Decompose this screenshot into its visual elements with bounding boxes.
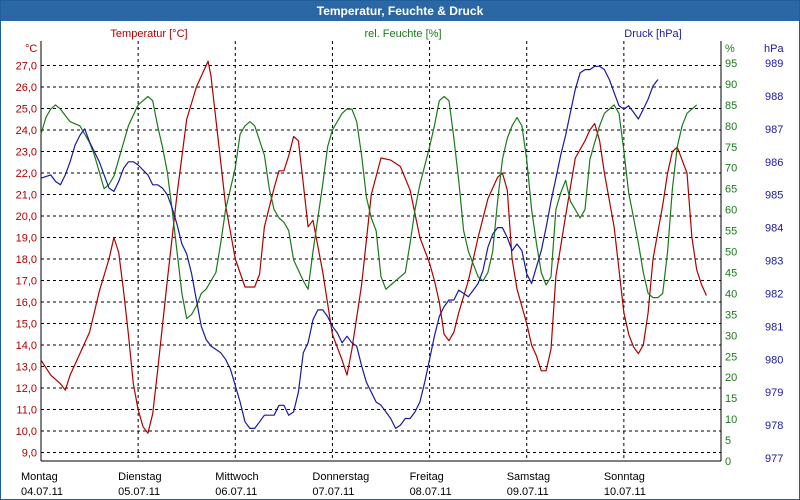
temperature-tick-label: 27,0 [16,61,37,73]
pressure-tick-label: 989 [765,58,783,70]
humidity-tick-label: 75 [725,142,737,154]
temperature-tick-label: 14,0 [16,340,37,352]
temperature-tick-label: 17,0 [16,276,37,288]
temperature-tick-label: 23,0 [16,147,37,159]
pressure-tick-label: 979 [765,387,783,399]
humidity-tick-label: 70 [725,163,737,175]
pressure-tick-label: 984 [765,223,783,235]
grid [41,41,721,461]
temperature-tick-label: 26,0 [16,82,37,94]
pressure-tick-label: 987 [765,124,783,136]
temperature-tick-label: 13,0 [16,362,37,374]
humidity-tick-label: 25 [725,351,737,363]
chart-title: Temperatur, Feuchte & Druck [1,1,799,21]
humidity-tick-label: 95 [725,58,737,70]
humidity-tick-label: 50 [725,247,737,259]
day-name-label: Donnerstag [312,471,369,483]
temperature-tick-labels: 27,0 26,0 25,0 24,0 23,0 22,0 21,0 20,0 19,0 18,0… [16,61,37,460]
temperature-axis-label: Temperatur [°C] [110,28,187,40]
pressure-tick-label: 982 [765,288,783,300]
temperature-series-line [40,60,707,434]
temperature-unit: °C [25,43,37,55]
humidity-tick-label: 45 [725,267,737,279]
humidity-tick-label: 65 [725,184,737,196]
series-lines [40,60,707,434]
humidity-tick-label: 60 [725,205,737,217]
day-date-label: 07.07.11 [312,486,354,498]
temperature-tick-label: 21,0 [16,190,37,202]
humidity-tick-label: 10 [725,414,737,426]
day-date-label: 05.07.11 [118,486,160,498]
pressure-tick-label: 980 [765,354,783,366]
humidity-tick-label: 40 [725,288,737,300]
day-date-label: 06.07.11 [215,486,257,498]
temperature-tick-label: 10,0 [16,426,37,438]
humidity-tick-label: 85 [725,100,737,112]
temperature-tick-label: 16,0 [16,297,37,309]
day-name-label: Sonntag [604,471,645,483]
temperature-tick-label: 19,0 [16,233,37,245]
pressure-tick-label: 983 [765,256,783,268]
temperature-tick-label: 9,0 [22,448,37,460]
day-name-label: Samstag [507,471,550,483]
day-date-label: 08.07.11 [410,486,452,498]
temperature-tick-label: 11,0 [16,405,37,417]
temperature-tick-label: 20,0 [16,211,37,223]
humidity-tick-label: 20 [725,372,737,384]
humidity-axis-label: rel. Feuchte [%] [364,28,441,40]
humidity-tick-label: 0 [725,456,731,468]
day-labels: Montag 04.07.11 Dienstag 05.07.11 Mittwoch 06… [21,471,646,498]
pressure-series-line [40,65,659,429]
pressure-axis-label: Druck [hPa] [624,28,681,40]
temperature-tick-label: 12,0 [16,383,37,395]
temperature-tick-label: 25,0 [16,104,37,116]
temperature-tick-label: 18,0 [16,254,37,266]
humidity-series-line [40,95,698,320]
day-date-label: 09.07.11 [507,486,549,498]
humidity-tick-label: 90 [725,79,737,91]
pressure-unit: hPa [764,43,784,55]
temperature-tick-label: 24,0 [16,125,37,137]
humidity-tick-label: 5 [725,435,731,447]
pressure-tick-label: 978 [765,420,783,432]
day-name-label: Mittwoch [215,471,258,483]
humidity-tick-label: 35 [725,309,737,321]
day-date-label: 10.07.11 [604,486,646,498]
temperature-tick-label: 15,0 [16,319,37,331]
temperature-tick-label: 22,0 [16,168,37,180]
pressure-tick-label: 977 [765,453,783,465]
humidity-tick-label: 15 [725,393,737,405]
day-date-label: 04.07.11 [21,486,63,498]
pressure-tick-label: 981 [765,321,783,333]
pressure-tick-labels: 989 988 987 986 985 984 983 982 981 980 979 978 977 [765,58,783,465]
pressure-tick-label: 988 [765,91,783,103]
humidity-unit: % [725,43,735,55]
pressure-tick-label: 986 [765,157,783,169]
day-name-label: Freitag [410,471,444,483]
day-name-label: Montag [21,471,58,483]
day-name-label: Dienstag [118,471,161,483]
humidity-tick-label: 80 [725,121,737,133]
humidity-tick-label: 30 [725,330,737,342]
pressure-tick-label: 985 [765,190,783,202]
humidity-tick-label: 55 [725,226,737,238]
